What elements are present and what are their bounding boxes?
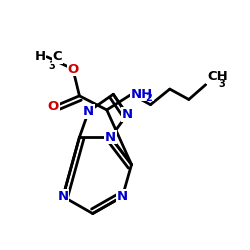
Text: C: C — [52, 50, 62, 63]
Text: N: N — [105, 131, 116, 144]
Text: 3: 3 — [48, 61, 55, 71]
Text: N: N — [117, 190, 128, 203]
Text: H: H — [34, 50, 46, 63]
Text: N: N — [58, 190, 68, 203]
Text: O: O — [67, 62, 78, 76]
Text: CH: CH — [207, 70, 228, 83]
Text: NH: NH — [131, 88, 153, 101]
Text: N: N — [83, 105, 94, 118]
Text: O: O — [48, 100, 59, 113]
Text: N: N — [122, 108, 133, 121]
Text: 3: 3 — [218, 78, 225, 88]
Text: 2: 2 — [145, 93, 152, 103]
